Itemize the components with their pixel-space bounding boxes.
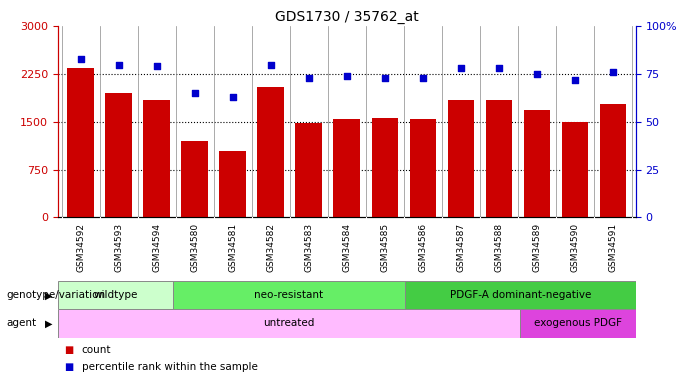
Point <box>75 56 86 62</box>
Text: GSM34580: GSM34580 <box>190 223 199 272</box>
Bar <box>486 100 512 218</box>
Text: GSM34589: GSM34589 <box>532 223 541 272</box>
Text: genotype/variation: genotype/variation <box>7 290 106 300</box>
Bar <box>524 110 550 218</box>
Point <box>418 75 428 81</box>
Text: neo-resistant: neo-resistant <box>254 290 324 300</box>
Text: percentile rank within the sample: percentile rank within the sample <box>82 362 258 372</box>
Bar <box>105 93 132 218</box>
Bar <box>58 309 520 338</box>
Point <box>113 62 124 68</box>
Bar <box>58 281 173 309</box>
Point <box>341 73 352 79</box>
Text: GSM34586: GSM34586 <box>418 223 427 272</box>
Bar <box>600 104 626 218</box>
Text: GSM34594: GSM34594 <box>152 223 161 272</box>
Text: exogenous PDGF: exogenous PDGF <box>534 318 622 328</box>
Text: GSM34583: GSM34583 <box>304 223 313 272</box>
Text: ■: ■ <box>65 362 74 372</box>
Text: agent: agent <box>7 318 37 328</box>
Point <box>379 75 390 81</box>
Text: PDGF-A dominant-negative: PDGF-A dominant-negative <box>449 290 591 300</box>
Text: ▶: ▶ <box>45 318 52 328</box>
Title: GDS1730 / 35762_at: GDS1730 / 35762_at <box>275 10 419 24</box>
Point <box>151 63 162 69</box>
Point <box>189 90 200 96</box>
Point <box>303 75 314 81</box>
Bar <box>409 119 436 218</box>
Text: GSM34581: GSM34581 <box>228 223 237 272</box>
Text: GSM34582: GSM34582 <box>267 223 275 272</box>
Bar <box>173 281 405 309</box>
Text: GSM34588: GSM34588 <box>494 223 503 272</box>
Bar <box>67 68 94 218</box>
Text: GSM34591: GSM34591 <box>609 223 617 272</box>
Text: ▶: ▶ <box>45 290 52 300</box>
Point <box>607 69 618 75</box>
Text: wildtype: wildtype <box>93 290 138 300</box>
Bar <box>520 309 636 338</box>
Bar <box>405 281 636 309</box>
Point <box>532 71 543 77</box>
Bar <box>447 100 474 218</box>
Text: ■: ■ <box>65 345 74 355</box>
Text: GSM34585: GSM34585 <box>380 223 390 272</box>
Bar <box>182 141 208 218</box>
Bar <box>143 100 170 218</box>
Point <box>494 65 505 71</box>
Bar <box>258 87 284 218</box>
Bar <box>296 123 322 218</box>
Point <box>265 62 276 68</box>
Text: GSM34587: GSM34587 <box>456 223 465 272</box>
Text: GSM34593: GSM34593 <box>114 223 123 272</box>
Point <box>227 94 238 100</box>
Text: untreated: untreated <box>263 318 315 328</box>
Text: GSM34584: GSM34584 <box>342 223 352 272</box>
Text: count: count <box>82 345 111 355</box>
Bar <box>371 118 398 218</box>
Bar <box>562 122 588 218</box>
Point <box>570 77 581 83</box>
Bar <box>220 150 246 217</box>
Point <box>456 65 466 71</box>
Text: GSM34590: GSM34590 <box>571 223 579 272</box>
Bar <box>333 119 360 218</box>
Text: GSM34592: GSM34592 <box>76 223 85 272</box>
